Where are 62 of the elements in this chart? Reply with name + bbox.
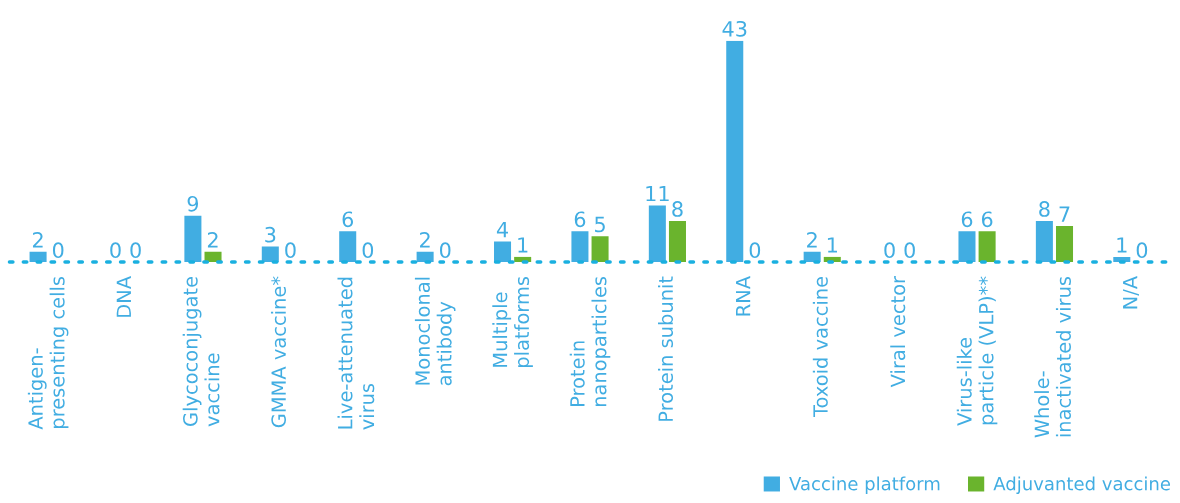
- bar: [494, 241, 512, 263]
- data-label: 6: [342, 211, 354, 228]
- x-tick-label: N/A: [1123, 276, 1140, 309]
- bar: [339, 231, 357, 263]
- bar: [648, 205, 666, 263]
- data-label: 2: [207, 231, 218, 248]
- x-tick-label: Multiple platforms: [492, 276, 533, 367]
- data-label: 0: [130, 242, 141, 259]
- data-label: 2: [807, 231, 817, 248]
- data-label: 6: [961, 211, 973, 228]
- data-label: 0: [285, 242, 296, 259]
- data-label: 8: [1039, 201, 1050, 217]
- bar: [591, 236, 609, 263]
- bar: [1035, 220, 1053, 263]
- data-label: 0: [52, 242, 64, 259]
- x-tick-label: Monoclonal antibody: [414, 277, 456, 386]
- x-tick-label: Glycoconjugate vaccine: [182, 276, 220, 427]
- bar: [261, 246, 279, 263]
- data-label: 1: [518, 237, 528, 253]
- data-label: 3: [265, 226, 276, 243]
- data-label: 7: [1059, 206, 1070, 222]
- bar: [978, 231, 996, 263]
- data-label: 4: [496, 221, 508, 238]
- x-tick-label: Whole- inactivated virus: [1034, 276, 1071, 438]
- data-label: 1: [827, 237, 837, 253]
- x-tick-label: DNA: [116, 276, 131, 317]
- bar: [1056, 226, 1074, 263]
- data-label: 43: [722, 20, 747, 37]
- data-label: 11: [646, 185, 669, 202]
- data-label: 6: [574, 211, 586, 228]
- x-tick-label: Toxoid vaccine: [812, 276, 828, 418]
- x-tick-label: Virus-like particle (VLP)**: [956, 276, 998, 426]
- data-label: 9: [187, 195, 199, 212]
- x-tick-label: Viral vector: [890, 275, 906, 388]
- data-label: 2: [420, 231, 430, 248]
- bar: [184, 215, 202, 263]
- data-label: 0: [439, 242, 451, 259]
- legend-label: Vaccine platform: [789, 476, 940, 494]
- bar: [571, 231, 589, 263]
- data-label: 8: [672, 201, 683, 217]
- data-label: 0: [884, 242, 895, 259]
- x-tick-label: Protein nanoparticles: [569, 276, 611, 407]
- bar: [668, 220, 686, 263]
- bar: [29, 251, 47, 263]
- x-tick-label: RNA: [736, 276, 751, 316]
- data-label: 0: [1136, 242, 1148, 259]
- data-label: 1: [1117, 237, 1127, 253]
- legend-label: Adjuvanted vaccine: [993, 476, 1171, 494]
- bar: [726, 40, 744, 263]
- data-label: 0: [362, 242, 374, 259]
- data-label: 5: [595, 216, 605, 233]
- x-tick-label: Antigen- presenting cells: [27, 276, 69, 430]
- data-label: 0: [749, 242, 761, 259]
- data-label: 6: [981, 211, 993, 228]
- bar: [958, 231, 976, 263]
- bar: [416, 251, 434, 263]
- data-label: 0: [110, 242, 121, 259]
- data-label: 2: [32, 231, 43, 248]
- x-tick-label: Protein subunit: [658, 276, 674, 421]
- x-tick-label: GMMA vaccine*: [270, 276, 287, 428]
- x-tick-label: Live-attenuated virus: [337, 277, 375, 430]
- data-label: 0: [904, 242, 915, 259]
